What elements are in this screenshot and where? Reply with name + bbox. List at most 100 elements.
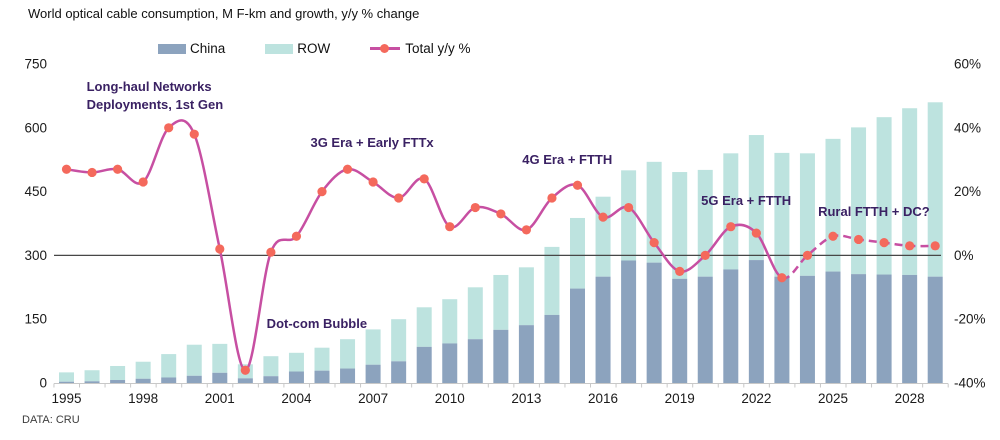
row-bar bbox=[391, 319, 407, 362]
china-bar bbox=[697, 276, 713, 383]
row-bar bbox=[799, 153, 815, 276]
row-bar bbox=[493, 274, 509, 330]
row-bar bbox=[186, 344, 202, 376]
row-bar bbox=[595, 196, 611, 277]
china-bar bbox=[442, 343, 458, 383]
left-axis-label: 150 bbox=[24, 312, 47, 327]
total-marker bbox=[470, 202, 480, 213]
total-marker bbox=[87, 167, 97, 178]
china-bar bbox=[723, 269, 739, 383]
china-bar bbox=[570, 288, 585, 383]
total-marker bbox=[521, 225, 532, 235]
china-bar bbox=[825, 271, 841, 383]
china-bar bbox=[672, 278, 688, 383]
row-bar bbox=[340, 339, 356, 369]
china-bar bbox=[135, 378, 151, 383]
total-marker-icon bbox=[380, 44, 390, 53]
x-axis-label: 2004 bbox=[281, 391, 312, 406]
x-axis-label: 1998 bbox=[128, 391, 158, 406]
total-marker bbox=[496, 209, 506, 219]
china-bar bbox=[186, 375, 202, 383]
total-marker bbox=[240, 365, 250, 375]
row-bar bbox=[212, 343, 228, 373]
total-line-icon bbox=[370, 44, 401, 53]
china-bar bbox=[365, 364, 381, 383]
row-bar bbox=[570, 217, 585, 289]
china-bar bbox=[340, 368, 356, 383]
china-bar bbox=[902, 274, 918, 383]
right-axis-label: 60% bbox=[954, 57, 981, 72]
legend-item-china: China bbox=[158, 41, 225, 56]
row-bar bbox=[263, 356, 279, 377]
china-bar bbox=[288, 371, 304, 383]
total-marker bbox=[930, 241, 940, 251]
total-marker bbox=[853, 234, 864, 245]
total-marker bbox=[266, 247, 276, 257]
left-axis-label: 600 bbox=[24, 120, 47, 135]
left-axis-label: 300 bbox=[24, 248, 47, 263]
total-marker bbox=[624, 202, 634, 213]
left-axis-label: 0 bbox=[39, 376, 47, 391]
x-axis-label: 2025 bbox=[818, 391, 848, 406]
china-bar bbox=[595, 276, 611, 383]
total-marker bbox=[419, 174, 429, 184]
total-marker bbox=[138, 177, 148, 187]
total-marker bbox=[61, 164, 72, 174]
x-axis-label: 2016 bbox=[588, 391, 618, 406]
row-bar bbox=[927, 102, 943, 277]
total-marker bbox=[394, 193, 404, 203]
total-marker bbox=[189, 129, 199, 139]
china-bar bbox=[927, 276, 943, 383]
china-bar bbox=[110, 380, 126, 383]
row-bar bbox=[774, 152, 790, 277]
total-marker bbox=[342, 164, 353, 174]
china-bar bbox=[748, 260, 764, 383]
total-marker bbox=[445, 222, 455, 232]
x-axis-label: 2022 bbox=[741, 391, 771, 406]
legend-label-total: Total y/y % bbox=[405, 41, 471, 56]
row-bar bbox=[646, 161, 662, 263]
total-marker bbox=[905, 241, 915, 251]
total-marker bbox=[879, 238, 889, 248]
china-bar bbox=[212, 372, 228, 383]
china-bar bbox=[774, 276, 790, 383]
row-bar bbox=[825, 138, 841, 272]
x-axis-label: 2010 bbox=[435, 391, 465, 406]
china-bar bbox=[161, 377, 177, 383]
total-marker bbox=[802, 250, 813, 260]
total-marker bbox=[572, 180, 583, 190]
total-marker bbox=[368, 177, 378, 187]
right-axis-label: 40% bbox=[954, 120, 981, 135]
legend-label-row: ROW bbox=[297, 41, 331, 56]
china-bar bbox=[851, 274, 867, 383]
legend-item-row: ROW bbox=[265, 41, 330, 56]
china-bar bbox=[467, 339, 483, 383]
row-bar bbox=[84, 370, 100, 382]
row-bar bbox=[314, 347, 330, 371]
row-bar bbox=[467, 287, 483, 340]
total-marker bbox=[751, 228, 761, 238]
row-bar bbox=[621, 170, 637, 261]
x-axis-label: 1995 bbox=[51, 391, 81, 406]
total-marker bbox=[291, 231, 302, 241]
right-axis-label: 20% bbox=[954, 184, 981, 199]
row-bar bbox=[110, 365, 126, 381]
row-bar bbox=[851, 127, 867, 275]
total-marker bbox=[649, 238, 659, 248]
china-bar bbox=[237, 378, 253, 383]
china-bar bbox=[544, 314, 560, 383]
legend-item-total: Total y/y % bbox=[370, 41, 471, 56]
row-bar bbox=[876, 117, 892, 275]
row-bar bbox=[59, 372, 74, 382]
legend-label-china: China bbox=[190, 41, 226, 56]
page-title: World optical cable consumption, M F-km … bbox=[28, 6, 420, 21]
total-marker bbox=[113, 164, 123, 174]
total-marker bbox=[777, 273, 787, 283]
x-axis-label: 2013 bbox=[511, 391, 541, 406]
x-axis-label: 2019 bbox=[665, 391, 695, 406]
right-axis-label: 0% bbox=[954, 248, 974, 263]
row-bar bbox=[442, 299, 458, 344]
total-marker bbox=[828, 231, 838, 241]
china-bar bbox=[314, 370, 330, 383]
